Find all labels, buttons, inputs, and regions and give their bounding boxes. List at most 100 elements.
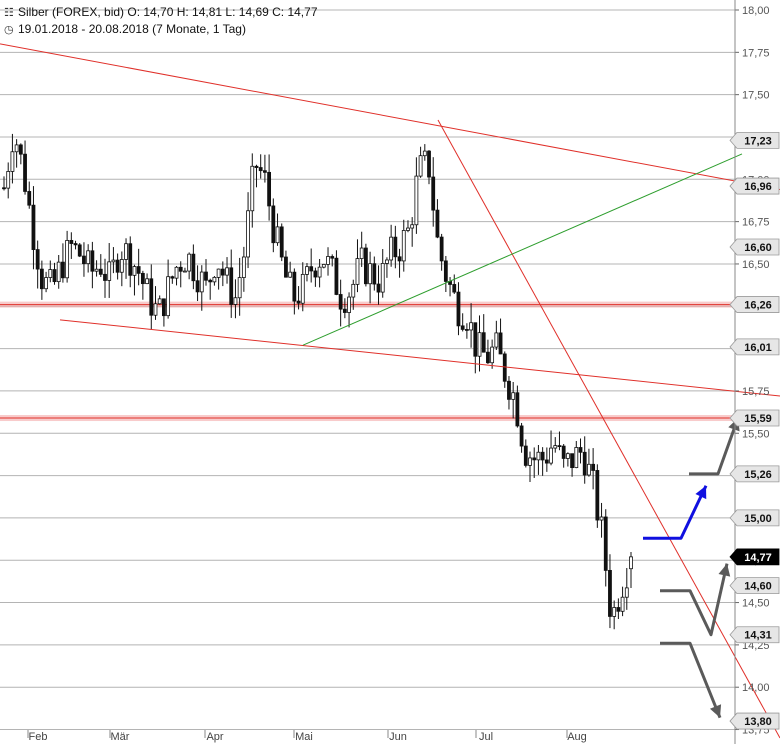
candle-body bbox=[532, 457, 537, 461]
candle-body bbox=[452, 284, 457, 293]
candle-body bbox=[587, 463, 591, 476]
candle-body bbox=[498, 332, 503, 355]
x-axis: Feb Mär Apr Mai Jun Jul Aug bbox=[27, 730, 587, 743]
candle-body bbox=[10, 151, 15, 172]
candle-body bbox=[187, 253, 192, 272]
y-tick-label: 17,50 bbox=[742, 90, 770, 102]
candle-body bbox=[406, 227, 410, 231]
candle-body bbox=[73, 243, 78, 246]
level-label-box bbox=[729, 177, 780, 195]
candle-body bbox=[309, 266, 314, 272]
candle-body bbox=[342, 308, 347, 313]
candle-body bbox=[515, 392, 520, 427]
candle-body bbox=[519, 425, 524, 447]
candle-body bbox=[334, 257, 339, 295]
candle-body bbox=[549, 447, 553, 464]
candle-body bbox=[427, 150, 431, 178]
level-label-box bbox=[729, 465, 780, 483]
candle-body bbox=[347, 296, 351, 313]
candle-body bbox=[271, 205, 276, 244]
candle-body bbox=[246, 210, 250, 258]
candle-body bbox=[61, 261, 65, 279]
x-tick-label: Feb bbox=[29, 731, 48, 743]
candle-body bbox=[422, 150, 427, 157]
candle-body bbox=[368, 263, 373, 285]
candle-body bbox=[48, 269, 53, 278]
symbol-header: ☷ Silber (FOREX, bid) O: 14,70 H: 14,81 L… bbox=[4, 5, 318, 19]
candle-body bbox=[178, 266, 183, 272]
candle-body bbox=[166, 276, 171, 317]
level-label-box bbox=[729, 238, 780, 256]
candle-body bbox=[418, 155, 423, 177]
level-label-text: 16,60 bbox=[744, 242, 772, 254]
level-label-text: 15,00 bbox=[744, 513, 772, 525]
candle-body bbox=[279, 226, 284, 258]
candle-body bbox=[56, 261, 61, 283]
candle-body bbox=[376, 283, 381, 293]
candle-body bbox=[603, 516, 608, 571]
range-line: 19.01.2018 - 20.08.2018 (7 Monate, 1 Tag… bbox=[18, 22, 246, 36]
candle-body bbox=[267, 171, 272, 207]
level-label-box bbox=[729, 626, 780, 644]
candle-body bbox=[507, 380, 511, 400]
candle-body bbox=[225, 267, 229, 276]
candle-body bbox=[351, 283, 356, 298]
candle-body bbox=[65, 240, 70, 279]
candle-body bbox=[616, 607, 621, 612]
candlestick-series bbox=[2, 133, 633, 630]
candle-body bbox=[162, 298, 166, 317]
candle-body bbox=[528, 457, 532, 466]
candle-body bbox=[250, 165, 255, 212]
candle-body bbox=[132, 266, 137, 276]
candle-body bbox=[591, 463, 596, 471]
y-tick-label: 17,75 bbox=[742, 47, 770, 59]
y-tick-label: 18,00 bbox=[742, 5, 770, 17]
candle-body bbox=[385, 259, 389, 264]
candle-body bbox=[292, 271, 297, 302]
candle-body bbox=[229, 267, 234, 305]
level-label-text: 16,26 bbox=[744, 300, 772, 312]
candle-body bbox=[183, 270, 187, 273]
level-label-text: 14,60 bbox=[744, 581, 772, 593]
candle-body bbox=[511, 392, 516, 400]
candle-body bbox=[212, 276, 217, 283]
candle-body bbox=[31, 204, 36, 250]
x-tick-label: Aug bbox=[567, 731, 587, 743]
candle-body bbox=[363, 247, 368, 285]
candle-body bbox=[27, 191, 32, 206]
candle-body bbox=[204, 271, 208, 281]
gray-arrow-middle-head bbox=[718, 563, 731, 577]
x-tick-label: Apr bbox=[206, 731, 223, 743]
x-tick-label: Jun bbox=[389, 731, 407, 743]
candle-body bbox=[410, 224, 415, 229]
level-label-text: 15,59 bbox=[744, 413, 772, 425]
upper-trend-line bbox=[0, 43, 780, 190]
level-label-box bbox=[729, 409, 780, 427]
candle-body bbox=[124, 243, 128, 260]
candle-body bbox=[23, 153, 27, 192]
candle-body bbox=[502, 353, 507, 382]
candle-body bbox=[216, 268, 221, 278]
candle-body bbox=[14, 144, 19, 153]
candle-body bbox=[77, 244, 82, 257]
candle-body bbox=[241, 256, 246, 278]
candle-body bbox=[574, 447, 579, 469]
candle-body bbox=[321, 264, 326, 268]
candle-body bbox=[561, 445, 566, 459]
candle-body bbox=[313, 270, 318, 278]
candle-body bbox=[220, 268, 225, 276]
symbol-line: Silber (FOREX, bid) O: 14,70 H: 14,81 L:… bbox=[18, 5, 318, 19]
candle-body bbox=[595, 470, 600, 521]
candle-body bbox=[460, 325, 465, 330]
candle-body bbox=[153, 303, 158, 316]
x-tick-label: Mär bbox=[111, 731, 130, 743]
level-label-box bbox=[729, 338, 780, 356]
level-label-box bbox=[729, 296, 780, 313]
candle-body bbox=[414, 175, 419, 226]
candle-body bbox=[90, 250, 95, 272]
candle-body bbox=[191, 253, 196, 282]
y-tick-label: 15,75 bbox=[742, 386, 770, 398]
blue-arrow-up bbox=[643, 485, 708, 540]
